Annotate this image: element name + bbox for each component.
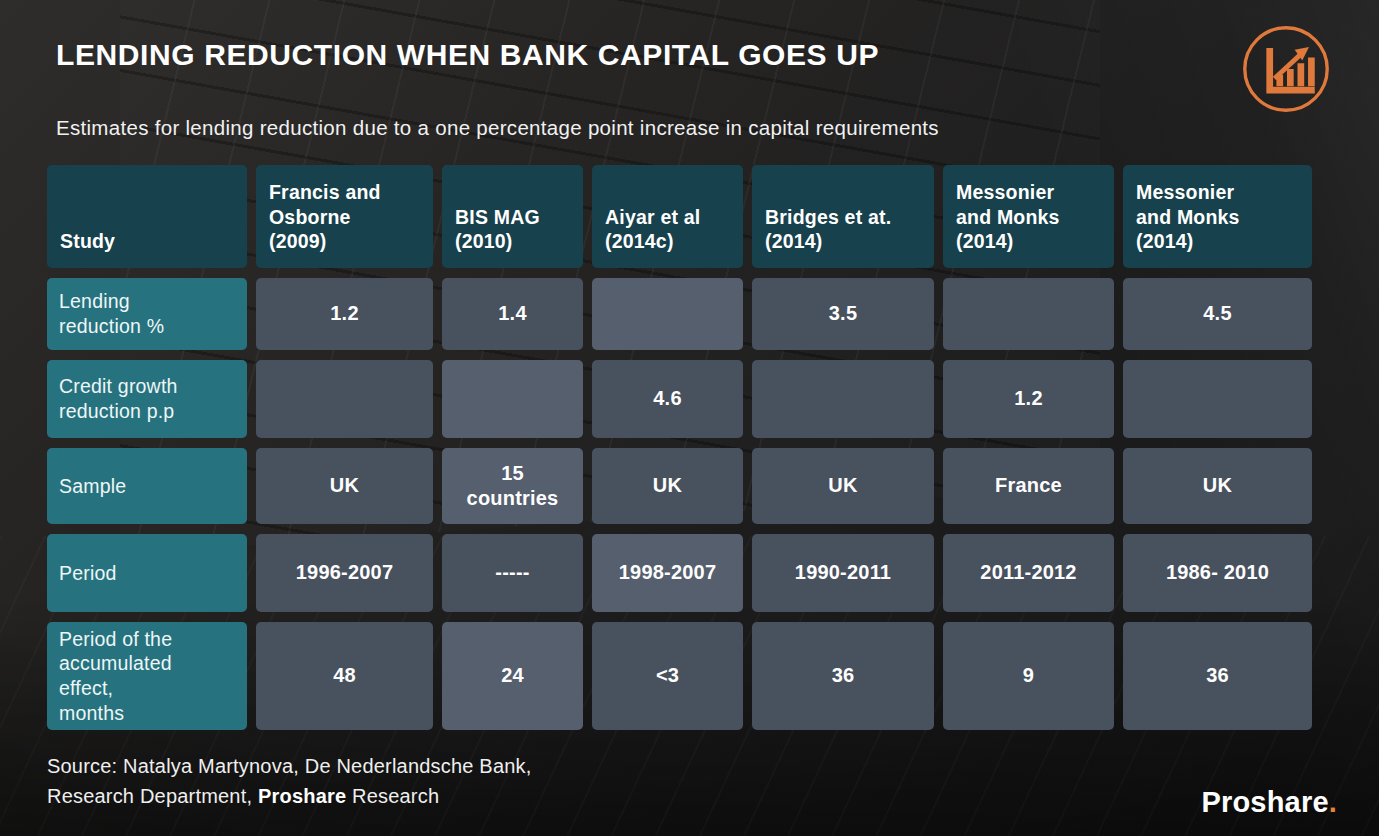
table-value-cell: 36 — [1123, 622, 1312, 730]
row-label-period: Period — [47, 534, 247, 612]
table-value-cell: 1990-2011 — [752, 534, 934, 612]
table-value-cell: 1996-2007 — [256, 534, 433, 612]
table-value-cell: ----- — [442, 534, 583, 612]
page-subtitle: Estimates for lending reduction due to a… — [56, 116, 939, 140]
table-value-cell: 4.6 — [592, 360, 743, 438]
data-table: Study Francis and Osborne (2009) BIS MAG… — [47, 165, 1312, 730]
column-header-study: Study — [47, 165, 247, 268]
column-header-aiyar-et-al-2014c: Aiyar et al (2014c) — [592, 165, 743, 268]
row-label-sample: Sample — [47, 448, 247, 524]
growth-bar-chart-icon — [1240, 23, 1332, 115]
source-attribution: Source: Natalya Martynova, De Nederlands… — [47, 751, 532, 811]
source-proshare-bold: Proshare — [258, 785, 346, 807]
row-label-accumulated-effect-months: Period of the accumulated effect, months — [47, 622, 247, 730]
row-label-lending-reduction: Lending reduction % — [47, 278, 247, 350]
table-value-cell: 1986- 2010 — [1123, 534, 1312, 612]
proshare-logo: Proshare. — [1201, 786, 1337, 819]
table-value-cell: 36 — [752, 622, 934, 730]
table-value-cell — [1123, 360, 1312, 438]
table-value-cell: 4.5 — [1123, 278, 1312, 350]
column-header-messonier-monks-2014-b: Messonier and Monks (2014) — [1123, 165, 1312, 268]
table-value-cell: 1998-2007 — [592, 534, 743, 612]
table-value-cell — [752, 360, 934, 438]
table-value-cell: 9 — [943, 622, 1114, 730]
page-title: LENDING REDUCTION WHEN BANK CAPITAL GOES… — [56, 38, 879, 72]
table-value-cell: 3.5 — [752, 278, 934, 350]
table-value-cell: UK — [1123, 448, 1312, 524]
table-value-cell: France — [943, 448, 1114, 524]
table-value-cell — [943, 278, 1114, 350]
column-header-bridges-et-at-2014: Bridges et at. (2014) — [752, 165, 934, 268]
column-header-bis-mag-2010: BIS MAG (2010) — [442, 165, 583, 268]
table-value-cell — [256, 360, 433, 438]
table-value-cell: UK — [256, 448, 433, 524]
row-label-credit-growth-reduction: Credit growth reduction p.p — [47, 360, 247, 438]
logo-dot: . — [1329, 786, 1337, 818]
source-line-2: Research Department, Proshare Research — [47, 781, 532, 811]
table-value-cell — [592, 278, 743, 350]
table-value-cell — [442, 360, 583, 438]
table-value-cell: 1.2 — [943, 360, 1114, 438]
table-value-cell: 1.2 — [256, 278, 433, 350]
table-value-cell: 48 — [256, 622, 433, 730]
column-header-messonier-monks-2014-a: Messonier and Monks (2014) — [943, 165, 1114, 268]
table-value-cell: UK — [752, 448, 934, 524]
table-value-cell: 24 — [442, 622, 583, 730]
column-header-francis-osborne-2009: Francis and Osborne (2009) — [256, 165, 433, 268]
table-value-cell: UK — [592, 448, 743, 524]
table-value-cell: 15 countries — [442, 448, 583, 524]
infographic-root: LENDING REDUCTION WHEN BANK CAPITAL GOES… — [0, 0, 1379, 836]
table-value-cell: 2011-2012 — [943, 534, 1114, 612]
table-value-cell: <3 — [592, 622, 743, 730]
source-line-1: Source: Natalya Martynova, De Nederlands… — [47, 751, 532, 781]
table-value-cell: 1.4 — [442, 278, 583, 350]
